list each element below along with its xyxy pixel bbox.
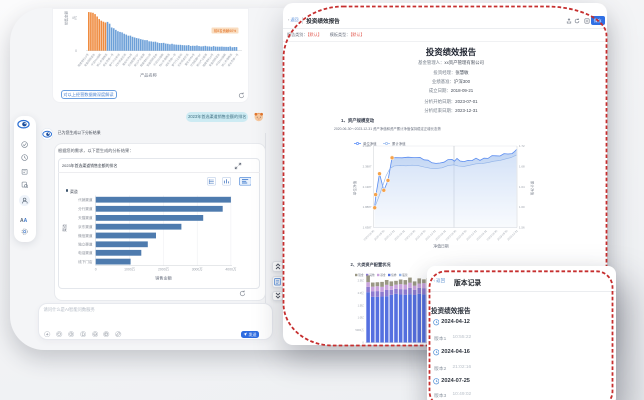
svg-text:2.5亿: 2.5亿	[358, 279, 365, 283]
svg-text:1.56: 1.56	[519, 226, 525, 230]
svg-text:4000万: 4000万	[225, 268, 237, 272]
svg-text:3000万: 3000万	[192, 268, 204, 272]
svg-text:微信渠道: 微信渠道	[78, 233, 93, 238]
svg-text:0: 0	[95, 268, 97, 272]
svg-text:债券: 债券	[391, 273, 397, 277]
svg-text:1.5亿: 1.5亿	[358, 303, 365, 307]
svg-text:1.72: 1.72	[519, 144, 525, 148]
svg-text:4亿: 4亿	[72, 15, 78, 20]
svg-text:天猫渠道: 天猫渠道	[78, 215, 93, 220]
svg-text:2.1387: 2.1387	[363, 185, 372, 189]
svg-text:分行渠道: 分行渠道	[78, 206, 93, 211]
svg-text:代销渠道: 代销渠道	[78, 197, 93, 202]
svg-text:销售金额: 销售金额	[64, 11, 69, 25]
svg-text:基金: 基金	[380, 273, 386, 277]
svg-text:其他: 其他	[369, 273, 375, 277]
svg-text:1.64: 1.64	[519, 185, 525, 189]
svg-text:0: 0	[75, 49, 77, 53]
svg-text:前8名贡献60%: 前8名贡献60%	[214, 28, 236, 33]
svg-text:0: 0	[362, 341, 364, 345]
svg-text:销售金额: 销售金额	[155, 275, 173, 282]
svg-text:累计净值: 累计净值	[392, 141, 406, 146]
svg-text:独立渠道: 独立渠道	[78, 242, 93, 247]
svg-text:1.0亿: 1.0亿	[358, 316, 365, 320]
svg-text:2.0亿: 2.0亿	[358, 291, 365, 295]
svg-text:京东渠道: 京东渠道	[78, 224, 93, 229]
svg-text:线下门店: 线下门店	[78, 259, 93, 264]
svg-text:电话渠道: 电话渠道	[78, 250, 93, 255]
svg-text:2.6387: 2.6387	[363, 144, 372, 148]
svg-text:2.3887: 2.3887	[363, 164, 372, 168]
svg-text:5000万: 5000万	[355, 328, 364, 332]
svg-text:股票: 股票	[402, 273, 408, 277]
svg-text:2023-12-31: 2023-12-31	[506, 229, 519, 242]
svg-text:1000万: 1000万	[124, 268, 136, 272]
svg-text:单位净值: 单位净值	[352, 180, 357, 195]
svg-text:1.60: 1.60	[519, 205, 525, 209]
svg-text:现金: 现金	[358, 273, 364, 277]
svg-text:产品名称: 产品名称	[140, 72, 157, 79]
svg-text:渠道: 渠道	[62, 224, 67, 232]
svg-text:净值日期: 净值日期	[433, 244, 448, 249]
svg-text:1.68: 1.68	[519, 164, 525, 168]
svg-text:2000万: 2000万	[158, 268, 170, 272]
svg-text:1.6387: 1.6387	[363, 226, 372, 230]
svg-text:累计净值: 累计净值	[530, 181, 535, 196]
svg-text:1.8887: 1.8887	[363, 205, 372, 209]
